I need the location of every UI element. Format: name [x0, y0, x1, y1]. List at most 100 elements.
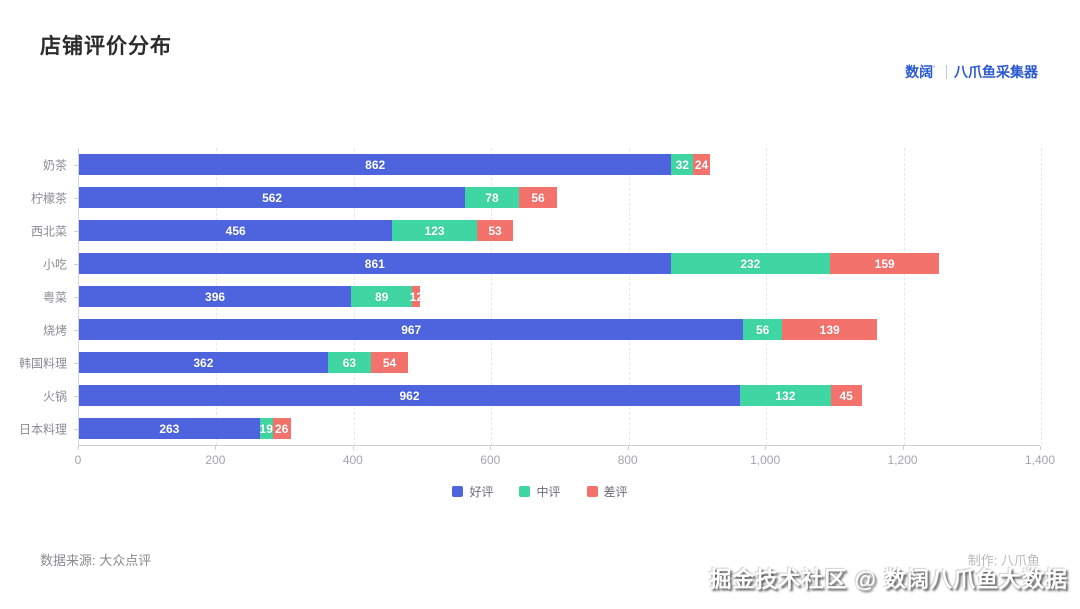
bar-value-label: 24 — [694, 157, 709, 172]
bar-segment-negative[interactable]: 24 — [693, 154, 710, 175]
bar-segment-positive[interactable]: 396 — [79, 286, 352, 307]
category-label: 西北菜 — [30, 224, 67, 238]
maker-note: 制作: 八爪鱼 — [967, 553, 1040, 568]
bar-stack: 562 78 56 — [79, 187, 558, 208]
bar-value-label: 123 — [424, 223, 445, 238]
bar-segment-positive[interactable]: 962 — [79, 385, 741, 406]
bar-stack: 362 63 54 — [79, 352, 409, 373]
bar-segment-positive[interactable]: 362 — [79, 352, 328, 373]
bar-value-label: 12 — [409, 289, 424, 304]
bar-segment-neutral[interactable]: 132 — [740, 385, 831, 406]
chart-legend: 好评 中评 差评 — [0, 483, 1080, 500]
x-axis-tick-label: 600 — [480, 446, 500, 467]
bar-stack: 962 132 45 — [79, 385, 862, 406]
bar-segment-negative[interactable]: 12 — [409, 286, 424, 307]
category-tick — [74, 395, 79, 397]
bar-value-label: 19 — [259, 421, 273, 436]
x-axis-tick-label: 200 — [205, 446, 225, 467]
bar-segment-neutral[interactable]: 56 — [743, 319, 782, 340]
data-source-note: 数据来源: 大众点评 — [40, 553, 152, 568]
bar-value-label: 396 — [205, 289, 226, 304]
legend-swatch-neutral — [519, 486, 531, 497]
legend-item-positive[interactable]: 好评 — [452, 483, 493, 500]
category-tick — [74, 164, 79, 166]
bar-segment-neutral[interactable]: 78 — [465, 187, 519, 208]
bar-value-label: 967 — [401, 322, 422, 337]
gridline — [766, 148, 768, 445]
bar-segment-negative[interactable]: 53 — [476, 220, 514, 241]
category-tick — [74, 362, 79, 364]
bar-segment-negative[interactable]: 54 — [371, 352, 409, 373]
legend-label: 好评 — [469, 485, 494, 499]
bar-row: 奶茶 862 32 24 — [43, 148, 1041, 181]
bar-value-label: 139 — [819, 322, 840, 337]
bar-segment-neutral[interactable]: 32 — [671, 154, 694, 175]
bar-segment-positive[interactable]: 862 — [79, 154, 672, 175]
bar-segment-neutral[interactable]: 89 — [351, 286, 413, 307]
bar-segment-neutral[interactable]: 232 — [670, 253, 831, 274]
page-title: 店铺评价分布 — [40, 35, 172, 58]
bar-segment-positive[interactable]: 263 — [79, 418, 260, 439]
watermark-text: 掘金技术社区 @ 数阔八爪鱼大数据 — [709, 567, 1068, 592]
bar-segment-negative[interactable]: 45 — [830, 385, 862, 406]
legend-item-neutral[interactable]: 中评 — [519, 483, 561, 500]
x-axis-tick-label: 400 — [343, 446, 363, 467]
bar-value-label: 56 — [531, 190, 545, 205]
bar-segment-negative[interactable]: 159 — [830, 253, 940, 274]
category-label: 柠檬茶 — [30, 191, 67, 205]
category-label: 粤菜 — [42, 290, 67, 304]
bar-segment-negative[interactable]: 139 — [781, 319, 878, 340]
x-axis-tick-label: 800 — [618, 446, 638, 467]
legend-item-negative[interactable]: 差评 — [586, 483, 628, 500]
bar-value-label: 56 — [756, 322, 770, 337]
brand-logo[interactable]: 数阔' 八爪鱼采集器 — [905, 62, 1038, 82]
x-axis-tick-label: 0 — [75, 446, 81, 467]
bar-row: 烧烤 967 56 139 — [43, 313, 1041, 346]
category-label: 日本料理 — [18, 422, 67, 436]
bar-segment-neutral[interactable]: 123 — [392, 220, 477, 241]
category-tick — [74, 197, 79, 199]
bar-value-label: 456 — [225, 223, 246, 238]
bar-value-label: 862 — [365, 157, 386, 172]
bar-value-label: 26 — [275, 421, 289, 436]
category-tick — [74, 296, 79, 298]
legend-swatch-positive — [452, 486, 464, 497]
category-label: 韩国料理 — [18, 356, 67, 370]
bar-segment-positive[interactable]: 562 — [79, 187, 466, 208]
bar-segment-positive[interactable]: 967 — [79, 319, 744, 340]
bar-row: 柠檬茶 562 78 56 — [31, 181, 1041, 214]
legend-label: 中评 — [536, 485, 561, 499]
bar-segment-negative[interactable]: 26 — [272, 418, 291, 439]
brand-divider — [946, 65, 947, 79]
bar-segment-neutral[interactable]: 19 — [260, 418, 273, 439]
bar-stack: 456 123 53 — [79, 220, 514, 241]
bar-value-label: 159 — [874, 256, 895, 271]
bar-value-label: 132 — [775, 388, 796, 403]
bar-value-label: 89 — [374, 289, 389, 304]
x-axis-tick-label: 1,000 — [750, 446, 780, 467]
bar-row: 西北菜 456 123 53 — [31, 214, 1041, 247]
gridline — [628, 148, 630, 445]
x-axis: 0 200 400 600 800 1,000 1,200 1,400 — [75, 445, 1055, 470]
bar-row: 韩国料理 362 63 54 — [19, 346, 1041, 379]
bar-segment-neutral[interactable]: 63 — [327, 352, 372, 373]
category-label: 烧烤 — [42, 323, 67, 337]
category-tick — [74, 263, 79, 265]
bar-value-label: 962 — [399, 388, 420, 403]
bar-row: 火锅 962 132 45 — [43, 379, 1041, 412]
bar-segment-positive[interactable]: 456 — [79, 220, 393, 241]
brand-name-text: 数阔' — [905, 64, 935, 80]
bar-segment-negative[interactable]: 56 — [518, 187, 558, 208]
bar-value-label: 63 — [342, 355, 357, 370]
bar-stack: 861 232 159 — [79, 253, 940, 274]
bar-row: 小吃 861 232 159 — [43, 247, 1041, 280]
bar-stack: 967 56 139 — [79, 319, 878, 340]
gridline — [903, 148, 905, 445]
category-label: 奶茶 — [42, 158, 67, 172]
chart-plot-area: 奶茶 862 32 24 柠檬茶 562 78 56 西北菜 456 123 53 小吃 861 232 15… — [19, 148, 1042, 445]
bar-row: 粤菜 396 89 12 — [43, 280, 1041, 313]
bar-segment-positive[interactable]: 861 — [79, 253, 671, 274]
brand-product-text: 八爪鱼采集器 — [954, 64, 1038, 80]
x-axis-tick-label: 1,400 — [1025, 446, 1055, 467]
bar-value-label: 232 — [740, 256, 761, 271]
